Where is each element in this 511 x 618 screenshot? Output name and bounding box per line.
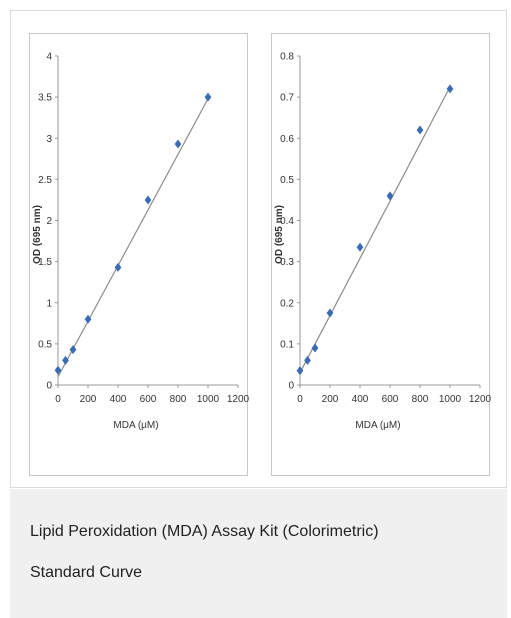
- y-tick-label: 0.7: [280, 93, 294, 104]
- data-point: [356, 242, 364, 252]
- x-tick-label: 800: [170, 394, 187, 405]
- y-tick-label: 0.1: [280, 339, 294, 350]
- x-tick-label: 800: [412, 394, 429, 405]
- x-tick-label: 1200: [469, 394, 491, 405]
- y-tick-label: 0.2: [280, 298, 294, 309]
- data-point: [54, 365, 62, 375]
- x-tick-label: 1000: [197, 394, 220, 405]
- figure-card: 0 0.5 1 1.5 2 2.5 3 3.5 4 0 200 400 600 800 1000 1200 MD…: [10, 10, 507, 488]
- data-point: [416, 125, 424, 135]
- y-tick-label: 1.5: [38, 257, 52, 268]
- data-point: [386, 191, 394, 201]
- y-axis-title: OD (695 nm): [32, 205, 43, 264]
- caption-title: Lipid Peroxidation (MDA) Assay Kit (Colo…: [30, 523, 379, 540]
- trendline: [299, 86, 451, 373]
- x-tick-label: 200: [80, 394, 97, 405]
- y-tick-label: 0.5: [38, 339, 52, 350]
- x-axis-title: MDA (μM): [355, 420, 400, 431]
- data-point: [144, 195, 152, 205]
- x-tick-label: 600: [382, 394, 399, 405]
- data-point: [84, 314, 92, 324]
- chart-1-svg: 0 0.5 1 1.5 2 2.5 3 3.5 4 0 200 400 600 800 1000 1200 MD…: [32, 52, 249, 432]
- y-tick-label: 0: [288, 381, 294, 392]
- y-tick-label: 4: [46, 52, 52, 63]
- data-point: [174, 139, 182, 149]
- y-tick-label: 0.8: [280, 52, 294, 63]
- y-tick-label: 2: [46, 216, 52, 227]
- y-tick-label: 3: [46, 134, 52, 145]
- data-point: [296, 366, 304, 376]
- y-tick-label: 2.5: [38, 175, 52, 186]
- x-tick-label: 600: [140, 394, 157, 405]
- y-axis-title: OD (695 nm): [274, 205, 285, 264]
- x-tick-label: 400: [110, 394, 127, 405]
- x-tick-label: 1200: [227, 394, 249, 405]
- x-tick-label: 400: [352, 394, 369, 405]
- y-tick-label: 0.4: [280, 216, 294, 227]
- data-point: [114, 262, 122, 272]
- trendline: [57, 98, 209, 378]
- y-tick-label: 3.5: [38, 93, 52, 104]
- x-axis-title: MDA (μM): [113, 420, 158, 431]
- x-tick-label: 1000: [439, 394, 462, 405]
- y-tick-label: 0.3: [280, 257, 294, 268]
- y-tick-label: 0.5: [280, 175, 294, 186]
- data-point: [446, 84, 454, 94]
- data-point: [326, 308, 334, 318]
- chart-panel-1: 0 0.5 1 1.5 2 2.5 3 3.5 4 0 200 400 600 800 1000 1200 MD…: [29, 33, 249, 476]
- y-tick-label: 0.6: [280, 134, 294, 145]
- chart-2-svg: 0 0.1 0.2 0.3 0.4 0.5 0.6 0.7 0.8 0 200 400 600 800 10…: [274, 52, 491, 432]
- y-tick-label: 0: [46, 381, 52, 392]
- chart-panel-2: 0 0.1 0.2 0.3 0.4 0.5 0.6 0.7 0.8 0 200 400 600 800 10…: [271, 33, 491, 476]
- caption-subtitle: Standard Curve: [30, 564, 143, 581]
- x-tick-label: 0: [297, 394, 303, 405]
- y-tick-label: 1: [46, 298, 52, 309]
- data-point: [69, 345, 77, 355]
- data-point: [62, 355, 69, 365]
- data-point: [304, 355, 311, 365]
- caption-box: Lipid Peroxidation (MDA) Assay Kit (Colo…: [10, 489, 507, 618]
- x-tick-label: 200: [322, 394, 339, 405]
- data-point: [204, 92, 212, 102]
- data-point: [311, 343, 319, 353]
- x-tick-label: 0: [55, 394, 61, 405]
